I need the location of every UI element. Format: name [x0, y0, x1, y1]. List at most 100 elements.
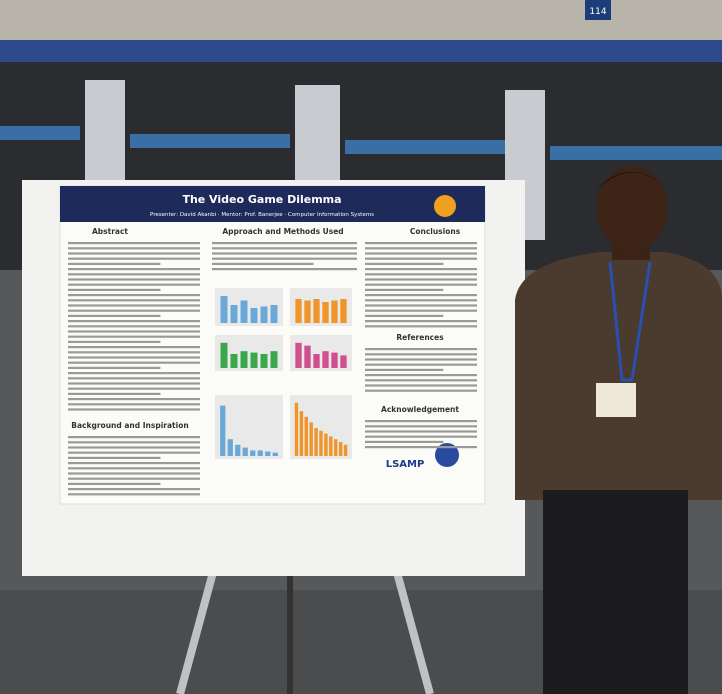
logo-sun — [434, 195, 456, 217]
text-line — [365, 247, 477, 250]
text-line — [68, 377, 200, 380]
text-line — [365, 257, 477, 260]
text-line — [212, 257, 357, 260]
text-line — [68, 268, 200, 271]
text-line — [68, 299, 200, 302]
hair — [597, 172, 668, 190]
chart-bar — [322, 351, 329, 368]
text-line — [68, 325, 200, 328]
chart-bar — [242, 447, 248, 456]
chart-bar — [331, 300, 338, 323]
section-heading: Background and Inspiration — [71, 421, 188, 430]
text-line — [68, 356, 200, 359]
text-line — [68, 309, 200, 312]
head — [596, 166, 668, 250]
section-heading: Acknowledgement — [381, 405, 459, 414]
chart-bar — [257, 450, 263, 456]
chart-bar — [265, 451, 271, 456]
chart-bar — [294, 402, 299, 456]
shirt — [515, 252, 722, 500]
text-line — [68, 451, 200, 454]
section-sign — [585, 0, 611, 20]
chart-bar — [314, 428, 318, 456]
text-line — [365, 420, 477, 423]
chart-bar — [270, 351, 278, 368]
section-heading: Conclusions — [410, 227, 461, 236]
badge — [596, 383, 636, 417]
nsf-logo — [435, 443, 459, 467]
text-line — [365, 273, 477, 276]
chart-bar — [304, 416, 308, 456]
chart-bar — [322, 302, 329, 323]
chart-bar — [220, 342, 228, 368]
text-line — [68, 340, 161, 343]
text-line — [365, 353, 477, 356]
text-line — [68, 387, 200, 390]
chart-bar — [230, 305, 238, 323]
chart-panel — [215, 395, 283, 459]
seat-rows — [0, 126, 722, 160]
chart-bar — [340, 355, 347, 368]
text-line — [365, 389, 477, 392]
text-line — [68, 392, 161, 395]
chart-bar — [250, 308, 258, 323]
text-line — [365, 288, 444, 291]
text-line — [68, 242, 200, 245]
chart-bar — [220, 405, 226, 456]
chart-bar — [338, 442, 343, 456]
text-line — [68, 441, 200, 444]
chart-bar — [240, 300, 248, 323]
chart-bar — [329, 436, 333, 456]
text-line — [68, 283, 200, 286]
section-heading: References — [396, 333, 444, 342]
text-line — [212, 268, 357, 271]
text-line — [68, 314, 161, 317]
chart-bar — [250, 352, 258, 368]
text-line — [365, 358, 477, 361]
text-line — [68, 446, 200, 449]
text-line — [365, 283, 477, 286]
text-line — [212, 262, 314, 265]
text-line — [68, 408, 200, 411]
text-line — [68, 398, 200, 401]
text-line — [68, 462, 200, 465]
chart-bar — [324, 433, 328, 456]
chart-bar — [235, 444, 241, 456]
chart-bar — [295, 342, 302, 368]
text-line — [68, 273, 200, 276]
text-line — [212, 252, 357, 255]
lanyard — [608, 261, 652, 382]
chart-bar — [250, 450, 256, 456]
easel — [176, 563, 434, 694]
chart-bar — [260, 306, 268, 323]
chart-bar — [220, 296, 228, 323]
text-line — [68, 304, 200, 307]
text-line — [68, 262, 161, 265]
poster-byline: Presenter: David Akanbi · Mentor: Prof. … — [150, 212, 374, 218]
chart-bar — [331, 352, 338, 368]
text-line — [68, 346, 200, 349]
chart-bar — [272, 452, 278, 456]
text-line — [68, 320, 200, 323]
text-line — [68, 330, 200, 333]
text-line — [365, 368, 444, 371]
lsamp-logo: LSAMP — [386, 459, 425, 470]
text-line — [365, 435, 477, 438]
text-line — [68, 294, 200, 297]
text-line — [365, 252, 477, 255]
text-line — [365, 268, 477, 271]
chart-bar — [270, 305, 278, 323]
text-line — [68, 456, 161, 459]
text-line — [68, 361, 200, 364]
pants — [543, 490, 688, 694]
chart-bar — [343, 444, 348, 456]
text-line — [68, 436, 200, 439]
chart-bar — [260, 354, 268, 368]
text-line — [68, 351, 200, 354]
chart-bar — [295, 299, 302, 323]
text-line — [68, 288, 161, 291]
text-line — [212, 242, 357, 245]
text-line — [68, 488, 200, 491]
chart-bar — [227, 439, 233, 456]
text-line — [68, 482, 161, 485]
